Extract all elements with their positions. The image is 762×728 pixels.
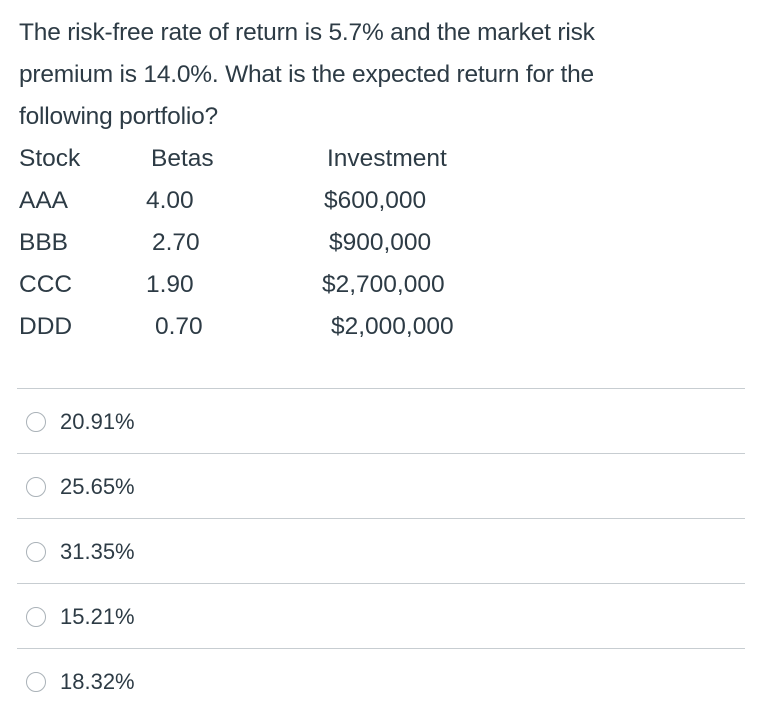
cell-stock: BBB [19,229,69,256]
cell-beta: 4.00 [146,187,194,214]
answer-list: 20.91% 25.65% 31.35% 15.21% 18.32% [17,388,745,713]
header-investment: Investment [327,145,447,172]
answer-label[interactable]: 15.21% [60,604,135,629]
table-row: AAA 4.00 $600,000 [19,180,539,222]
table-row: DDD 0.70 $2,000,000 [19,306,539,348]
answer-label[interactable]: 18.32% [60,669,135,694]
answer-option[interactable]: 18.32% [17,648,745,713]
cell-beta: 0.70 [155,313,203,340]
cell-beta: 2.70 [152,229,200,256]
answer-option[interactable]: 25.65% [17,453,745,518]
cell-stock: DDD [19,313,73,340]
cell-investment: $2,000,000 [331,313,454,340]
table-header-row: Stock Betas Investment [19,138,539,180]
question-line: The risk-free rate of return is 5.7% and… [19,19,595,46]
radio-button[interactable] [26,607,46,627]
header-betas: Betas [151,145,214,172]
question-line: premium is 14.0%. What is the expected r… [19,61,594,88]
portfolio-table: Stock Betas Investment AAA 4.00 $600,000… [19,138,539,348]
question-line: following portfolio? [19,103,218,130]
header-stock: Stock [19,145,81,172]
cell-beta: 1.90 [146,271,194,298]
answer-label[interactable]: 20.91% [60,409,135,434]
cell-investment: $900,000 [329,229,432,256]
answer-option[interactable]: 15.21% [17,583,745,648]
cell-investment: $600,000 [324,187,427,214]
radio-button[interactable] [26,672,46,692]
radio-button[interactable] [26,542,46,562]
cell-stock: AAA [19,187,69,214]
table-row: CCC 1.90 $2,700,000 [19,264,539,306]
cell-investment: $2,700,000 [322,271,445,298]
answer-label[interactable]: 25.65% [60,474,135,499]
answer-option[interactable]: 31.35% [17,518,745,583]
cell-stock: CCC [19,271,73,298]
answer-label[interactable]: 31.35% [60,539,135,564]
radio-button[interactable] [26,412,46,432]
answer-option[interactable]: 20.91% [17,388,745,453]
radio-button[interactable] [26,477,46,497]
table-row: BBB 2.70 $900,000 [19,222,539,264]
question-text: The risk-free rate of return is 5.7% and… [19,12,719,138]
